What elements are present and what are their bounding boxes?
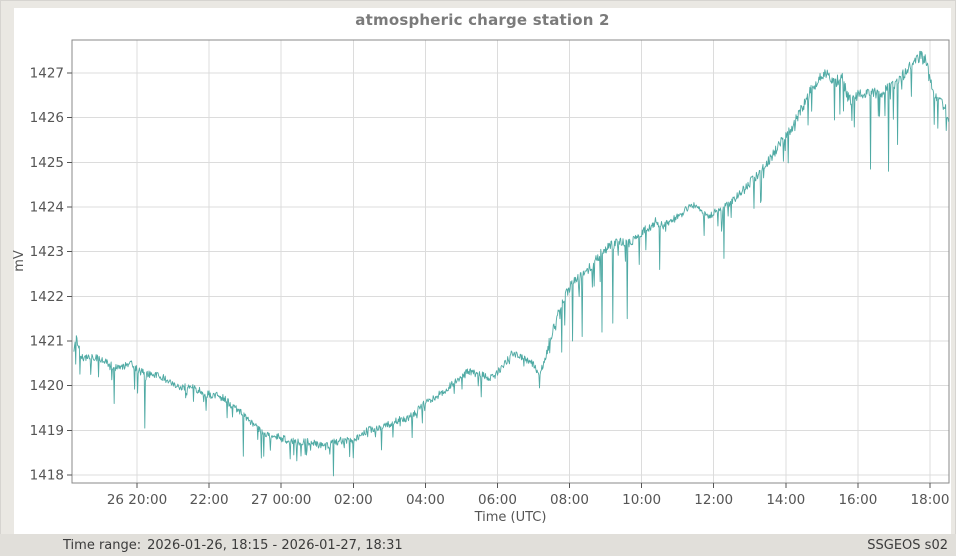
y-tick-label: 1418 <box>30 468 64 484</box>
x-tick-label: 04:00 <box>406 492 445 508</box>
x-tick-label: 06:00 <box>478 492 517 508</box>
y-tick-label: 1422 <box>30 289 64 305</box>
x-tick-label: 26 20:00 <box>107 492 167 508</box>
y-tick-label: 1421 <box>30 334 64 350</box>
y-axis-label: mV <box>12 250 27 272</box>
y-tick-label: 1419 <box>30 423 64 439</box>
y-tick-label: 1427 <box>30 66 64 82</box>
y-tick-label: 1426 <box>30 110 64 126</box>
x-tick-label: 27 00:00 <box>251 492 311 508</box>
time-range-value: 2026-01-26, 18:15 - 2026-01-27, 18:31 <box>147 537 403 553</box>
plot-border <box>71 39 950 484</box>
y-tick-label: 1423 <box>30 244 64 260</box>
chart-figure-panel <box>14 8 951 534</box>
data-series-line <box>73 50 950 477</box>
x-tick-label: 12:00 <box>694 492 733 508</box>
x-axis-label: Time (UTC) <box>474 510 547 525</box>
y-tick-label: 1420 <box>30 378 64 394</box>
x-tick-label: 10:00 <box>622 492 661 508</box>
x-tick-label: 08:00 <box>550 492 589 508</box>
x-tick-label: 02:00 <box>334 492 373 508</box>
y-tick-label: 1425 <box>30 155 64 171</box>
time-range: Time range: 2026-01-26, 18:15 - 2026-01-… <box>63 538 403 553</box>
chart-plot: 1418 1419 1420 1421 1422 1423 1424 1425 1426 1427… <box>30 39 950 508</box>
x-tick-label: 18:00 <box>911 492 950 508</box>
chart-title: atmospheric charge station 2 <box>355 11 610 29</box>
x-tick-label: 22:00 <box>190 492 229 508</box>
time-range-label: Time range: <box>63 537 142 553</box>
status-bar: Time range: 2026-01-26, 18:15 - 2026-01-… <box>0 534 956 556</box>
source-label: SSGEOS s02 <box>867 537 948 553</box>
x-tick-label: 14:00 <box>766 492 805 508</box>
x-tick-label: 16:00 <box>838 492 877 508</box>
y-tick-label: 1424 <box>30 200 64 216</box>
